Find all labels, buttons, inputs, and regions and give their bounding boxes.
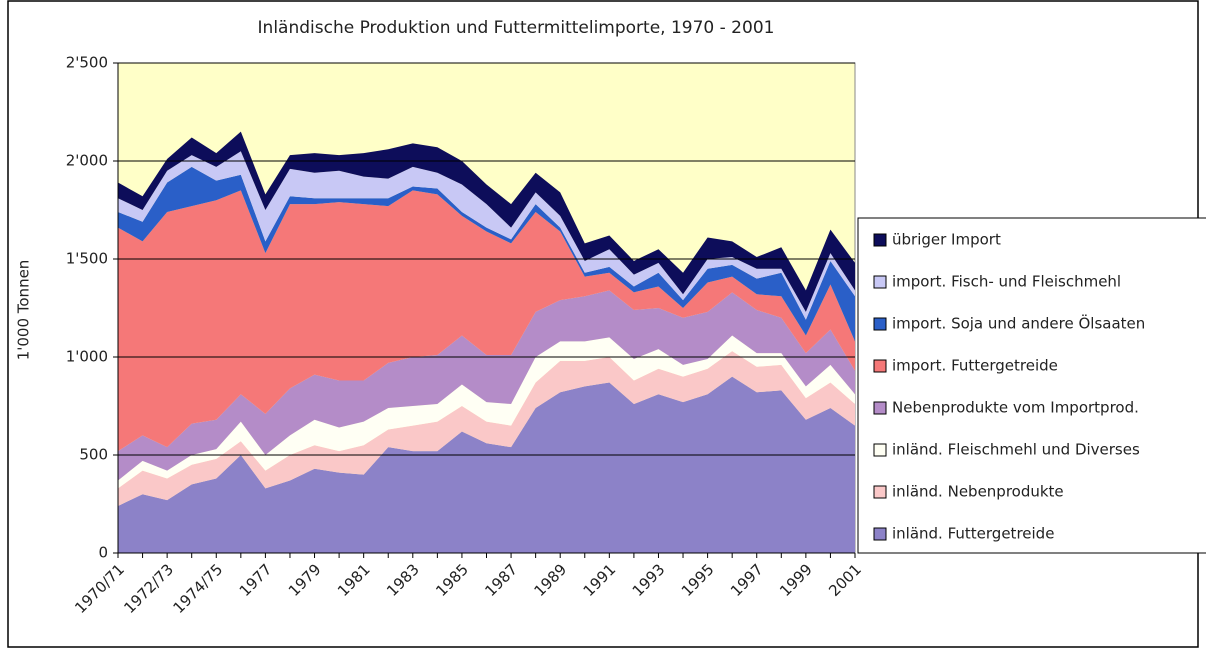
y-tick-label: 0 (98, 544, 108, 562)
legend-label: inländ. Fleischmehl und Diverses (892, 441, 1140, 459)
legend-label: import. Futtergetreide (892, 357, 1058, 375)
y-tick-label: 1'500 (66, 250, 108, 268)
y-axis-label: 1'000 Tonnen (15, 260, 33, 361)
legend-label: import. Fisch- und Fleischmehl (892, 273, 1121, 291)
y-tick-label: 2'500 (66, 54, 108, 72)
x-tick-label: 1974/75 (169, 560, 226, 617)
area (118, 151, 855, 320)
y-tick-label: 2'000 (66, 152, 108, 170)
legend-swatch (873, 527, 887, 541)
chart-title: Inländische Produktion und Futtermitteli… (258, 18, 775, 38)
x-tick-label: 1985 (432, 560, 472, 600)
area (118, 166, 855, 342)
legend-label: Nebenprodukte vom Importprod. (892, 399, 1139, 417)
x-tick-label: 1993 (629, 560, 669, 600)
area (118, 190, 855, 452)
legend-box (857, 217, 1206, 554)
x-tick-label: 1995 (678, 560, 718, 600)
x-tick-label: 2001 (825, 560, 865, 600)
area (118, 290, 855, 481)
x-tick-label: 1983 (383, 560, 423, 600)
area (118, 351, 855, 506)
x-tick-label: 1970/71 (71, 560, 128, 617)
legend-swatch (873, 317, 887, 331)
legend-label: import. Soja und andere Ölsaaten (892, 314, 1145, 333)
x-tick-label: 1981 (334, 560, 374, 600)
x-tick-label: 1987 (481, 560, 521, 600)
legend-label: inländ. Futtergetreide (892, 525, 1054, 543)
x-tick-label: 1979 (285, 560, 325, 600)
area (118, 131, 855, 312)
x-tick-label: 1997 (727, 560, 767, 600)
area (118, 376, 855, 553)
legend-swatch (873, 401, 887, 415)
x-tick-label: 1977 (236, 560, 276, 600)
area (118, 335, 855, 489)
legend-label: übriger Import (892, 231, 1001, 249)
legend-swatch (873, 275, 887, 289)
legend-label: inländ. Nebenprodukte (892, 483, 1064, 501)
legend-swatch (873, 443, 887, 457)
x-tick-label: 1999 (776, 560, 816, 600)
x-tick-label: 1989 (530, 560, 570, 600)
legend-swatch (873, 485, 887, 499)
y-tick-label: 500 (79, 446, 108, 464)
legend-swatch (873, 359, 887, 373)
x-tick-label: 1972/73 (120, 560, 177, 617)
x-tick-label: 1991 (580, 560, 620, 600)
y-tick-label: 1'000 (66, 348, 108, 366)
legend-swatch (873, 233, 887, 247)
